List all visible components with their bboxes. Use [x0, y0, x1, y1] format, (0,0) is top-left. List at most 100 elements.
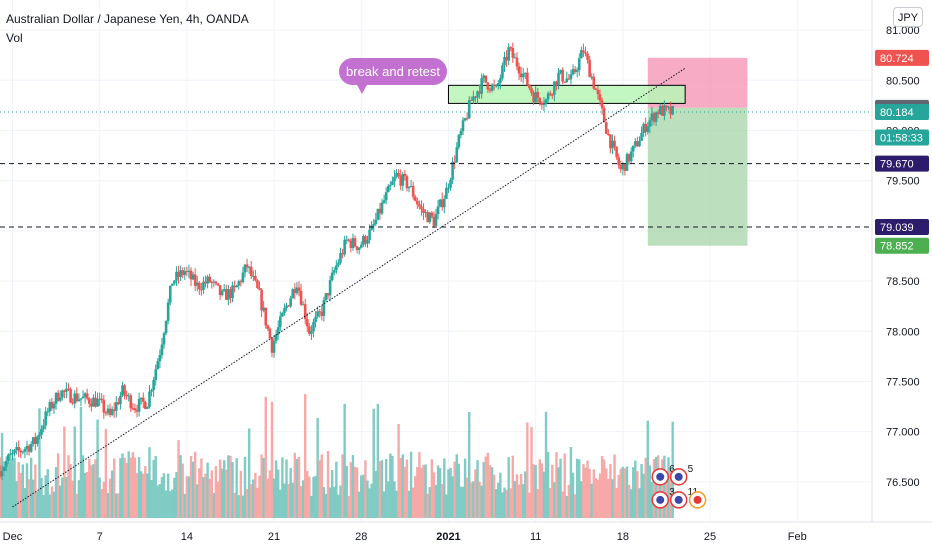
candle-body [15, 447, 18, 450]
volume-legend[interactable]: Vol [6, 31, 23, 45]
volume-bar [441, 483, 444, 518]
volume-bar [561, 491, 564, 518]
candle-body [407, 186, 411, 189]
break-and-retest-callout[interactable]: break and retest [339, 58, 447, 85]
candle-body [112, 409, 116, 411]
volume-bar [625, 466, 629, 518]
event-marker-count: 6 [669, 464, 675, 475]
volume-bar [667, 457, 670, 518]
volume-bar [40, 477, 43, 518]
candle-body [665, 105, 668, 108]
currency-button[interactable]: JPY [893, 7, 923, 27]
volume-bar [96, 419, 99, 518]
candle-body [663, 105, 666, 116]
candle-body [642, 123, 645, 133]
candle-body [418, 204, 421, 207]
volume-bar [48, 494, 52, 518]
volume-bar [100, 488, 103, 518]
candle-body [592, 76, 596, 89]
price-axis[interactable]: 81.00080.50080.00079.50079.00078.50078.0… [871, 0, 932, 550]
candle-body [25, 445, 29, 449]
candle-body [598, 94, 602, 101]
candle-body [532, 93, 535, 103]
volume-bar [9, 453, 12, 518]
volume-bar [656, 455, 660, 518]
candle-body [382, 200, 386, 203]
candle-body [465, 118, 469, 120]
time-axis[interactable]: Dec 7 14 21 28 2021 11 18 25 Feb [0, 521, 932, 550]
volume-bar [129, 457, 132, 518]
volume-bar [553, 482, 556, 518]
candle-body [225, 289, 228, 300]
event-marker-flag [674, 472, 683, 481]
candle-body [266, 325, 270, 329]
candle-body [405, 176, 409, 189]
volume-bar [44, 475, 47, 518]
candle-body [577, 58, 581, 71]
volume-bar [436, 465, 440, 518]
candle-body [494, 85, 498, 87]
volume-bar [297, 457, 301, 518]
candle-body [44, 411, 47, 426]
event-markers[interactable]: 6 53 11 [651, 464, 707, 509]
volume-bar [573, 494, 577, 518]
volume-bar [571, 472, 575, 518]
candle-body [220, 290, 224, 296]
volume-bar [185, 476, 189, 518]
volume-bar [123, 457, 126, 518]
candle-body [362, 236, 365, 245]
candle-body [168, 285, 172, 303]
volume-bar [397, 423, 400, 518]
time-tick-label: 7 [97, 531, 103, 543]
volume-bar [472, 481, 475, 518]
volume-bar [86, 471, 89, 518]
candle-body [320, 311, 324, 316]
candle-body [625, 153, 629, 171]
volume-bar [432, 472, 436, 518]
candle-body [23, 448, 27, 452]
candle-body [173, 280, 176, 284]
volume-bar [420, 467, 423, 518]
volume-bar [260, 454, 263, 518]
volume-bar [250, 484, 253, 518]
volume-bar [196, 484, 199, 518]
candle-body [200, 289, 203, 291]
candle-body [254, 275, 257, 281]
volume-bar [627, 484, 631, 518]
volume-bar [519, 473, 523, 518]
volume-bar [119, 458, 122, 518]
volume-bar [490, 467, 494, 518]
volume-bar [364, 460, 367, 518]
volume-bar [372, 408, 375, 518]
candle-body [297, 287, 301, 291]
volume-bar [169, 491, 172, 518]
candle-body [283, 308, 286, 313]
candle-body [123, 385, 126, 395]
candle-body [7, 454, 10, 462]
volume-bar [382, 491, 386, 518]
volume-bar [411, 487, 415, 518]
price-label-text: 80.184 [880, 107, 914, 119]
price-tick-label: 78.500 [886, 276, 920, 288]
volume-bar [245, 488, 249, 518]
volume-bar [243, 456, 247, 518]
volume-bar [38, 408, 41, 518]
volume-bar [565, 495, 568, 518]
candle-body [586, 53, 589, 60]
symbol-legend[interactable]: Australian Dollar / Japanese Yen, 4h, OA… [6, 12, 249, 26]
candle-body [179, 270, 182, 277]
volume-bar [73, 426, 76, 518]
candle-body [345, 239, 349, 241]
candle-body [222, 289, 226, 291]
candle-body [108, 408, 112, 415]
candle-body [85, 393, 89, 399]
volume-bar [310, 495, 313, 518]
volume-bar [399, 457, 402, 518]
candle-body [303, 304, 307, 320]
candle-body [550, 94, 554, 96]
volume-bar [528, 492, 531, 518]
candle-body [461, 120, 465, 132]
volume-bar [663, 455, 666, 518]
volume-bar [501, 492, 504, 518]
